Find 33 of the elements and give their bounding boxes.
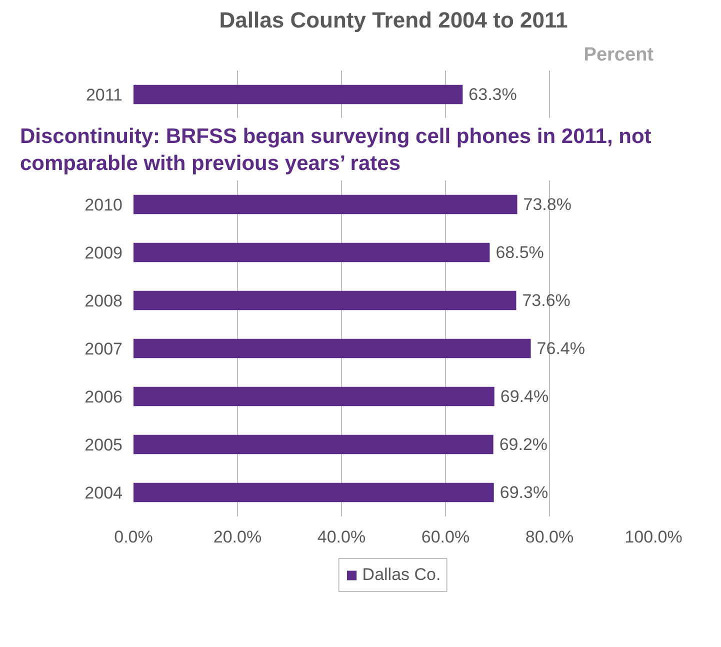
bar: [134, 386, 494, 406]
data-label: 73.6%: [522, 291, 570, 310]
data-label: 69.2%: [499, 435, 548, 454]
x-tick-label: 40.0%: [317, 528, 366, 546]
y-tick-label: 2004: [84, 484, 123, 502]
y-tick-label: 2010: [84, 196, 123, 214]
y-tick-label: 2007: [84, 340, 123, 358]
bar: [134, 290, 516, 310]
chart-title: Dallas County Trend 2004 to 2011: [219, 8, 568, 32]
bar: [134, 194, 518, 214]
legend-label: Dallas Co.: [362, 565, 441, 585]
bar: [134, 338, 531, 358]
y-tick-label: 2009: [84, 244, 123, 262]
data-label: 76.4%: [536, 339, 585, 358]
y-tick-label: 2011: [86, 86, 123, 104]
data-label: 63.3%: [468, 85, 517, 104]
bar: [134, 434, 494, 454]
annotation: Discontinuity: BRFSS began surveying cell phones in 2011, not comparable with previous years’ rates: [20, 124, 652, 177]
x-tick-label: 100.0%: [624, 528, 682, 546]
data-label: 68.5%: [496, 243, 544, 262]
y-tick-label: 2005: [84, 436, 123, 454]
y-tick-label: 2008: [84, 292, 123, 310]
x-tick-label: 20.0%: [213, 528, 262, 546]
bar: [134, 242, 490, 262]
y-tick-label: 2006: [84, 388, 123, 406]
bar: [134, 482, 494, 502]
x-tick-label: 60.0%: [421, 528, 470, 546]
x-tick-label: 0.0%: [114, 528, 153, 546]
data-label: 73.8%: [523, 195, 572, 214]
x-tick-label: 80.0%: [525, 528, 574, 546]
data-label: 69.3%: [500, 483, 548, 502]
x-axis-title: Percent: [584, 44, 654, 66]
data-label: 69.4%: [500, 387, 549, 406]
